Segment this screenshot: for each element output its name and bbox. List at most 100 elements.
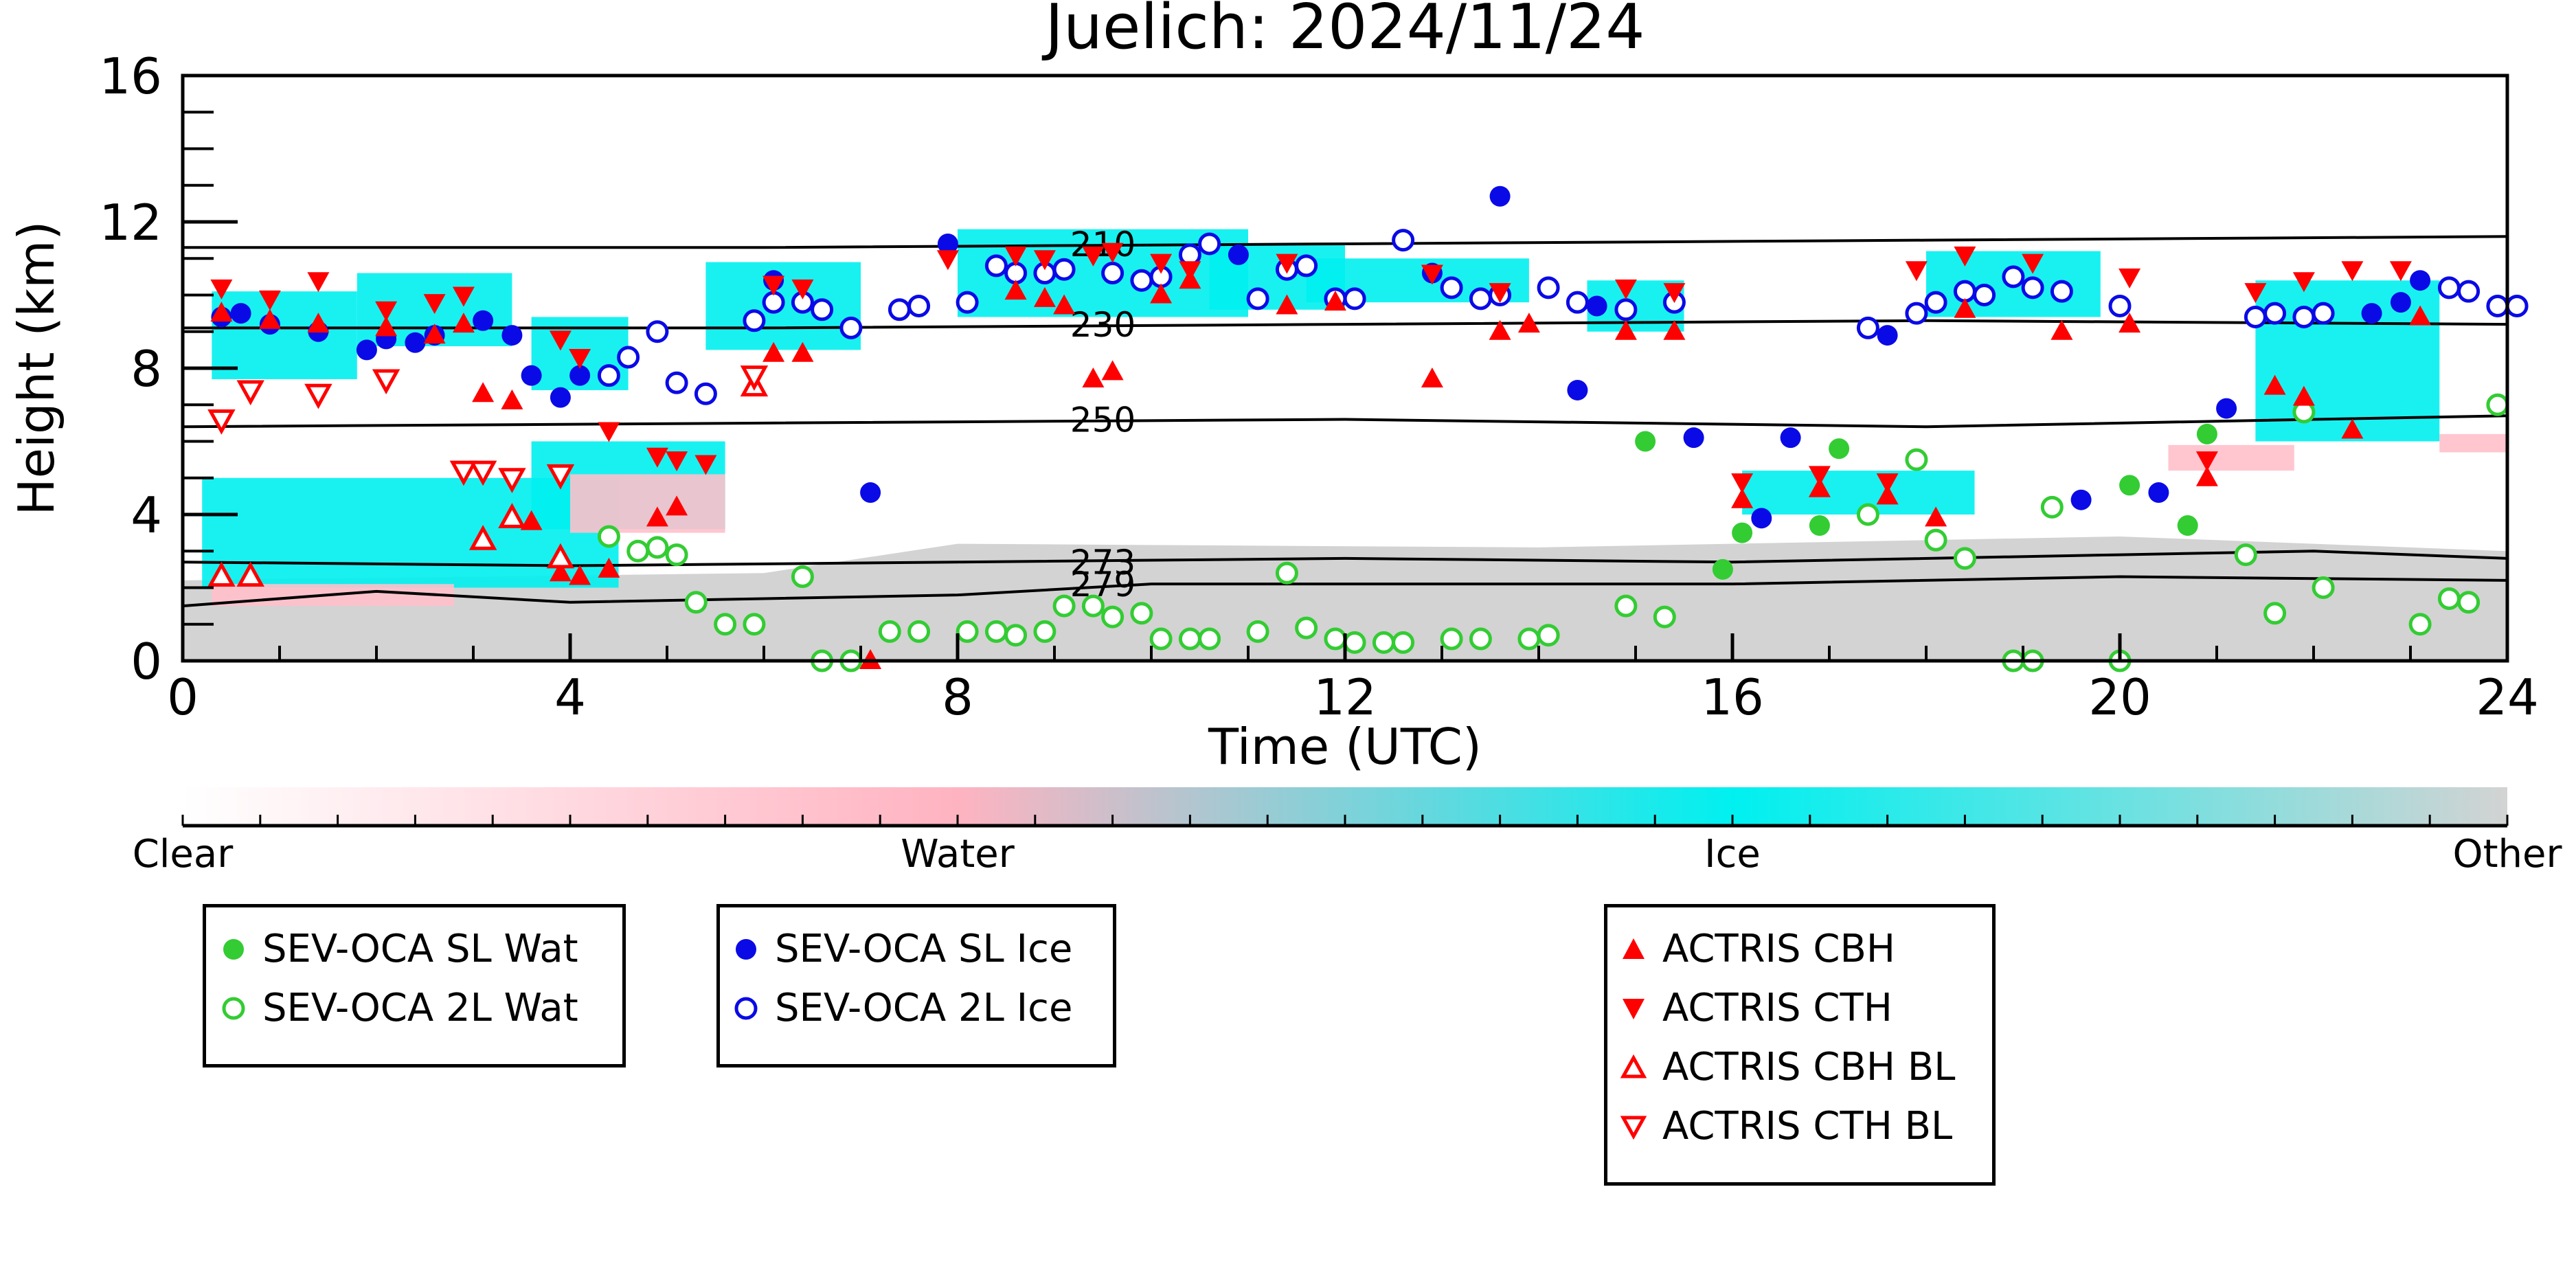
data-point <box>2119 268 2141 289</box>
filled-circle-icon <box>223 938 244 960</box>
data-point <box>2410 270 2431 291</box>
cloud-patch <box>212 291 357 379</box>
data-point <box>2437 587 2461 610</box>
data-point <box>791 565 814 589</box>
data-point <box>1033 250 1056 271</box>
data-point <box>2119 313 2141 333</box>
legend-label: ACTRIS CBH <box>1662 927 1896 971</box>
data-point <box>210 302 233 322</box>
data-point <box>2263 302 2287 325</box>
data-point <box>665 371 688 394</box>
data-point <box>2505 294 2529 317</box>
y-tick-label: 8 <box>131 340 162 398</box>
legend-item: SEV-OCA SL Wat <box>220 927 578 971</box>
data-point <box>2108 294 2132 317</box>
data-point <box>423 294 446 315</box>
data-point <box>375 316 398 337</box>
data-point <box>1712 558 1733 580</box>
legend-item: ACTRIS CBH BL <box>1620 1045 1955 1089</box>
x-tick-label: 0 <box>167 668 199 726</box>
data-point <box>2244 305 2267 328</box>
data-point <box>2050 280 2073 303</box>
data-point <box>598 557 620 578</box>
data-point <box>2457 591 2481 614</box>
axes: 0 4 8 12 16 20 24 0 4 8 12 16 <box>99 47 2538 726</box>
data-point <box>646 447 668 468</box>
data-point <box>2486 294 2509 317</box>
legend-item: ACTRIS CBH <box>1620 927 1895 971</box>
data-point <box>520 510 543 530</box>
data-point <box>1663 319 1686 340</box>
data-point <box>666 451 688 472</box>
data-point <box>1876 473 1899 494</box>
isotherm-label: 250 <box>1070 400 1136 440</box>
data-point <box>2195 466 2218 486</box>
data-point <box>1228 244 1249 265</box>
data-point <box>569 565 591 585</box>
data-point <box>1343 287 1366 310</box>
data-point <box>498 503 526 528</box>
data-point <box>1440 276 1463 300</box>
data-point <box>626 539 650 563</box>
legend-item: ACTRIS CTH <box>1620 986 1893 1030</box>
isotherm-line <box>182 550 2508 567</box>
data-point <box>468 460 497 486</box>
data-point <box>236 561 264 587</box>
y-tick-label: 12 <box>99 194 162 251</box>
y-axis-label: Height (km) <box>8 221 65 516</box>
data-point <box>1392 631 1415 654</box>
filled-circle-icon <box>736 938 756 960</box>
data-point <box>449 460 478 486</box>
legend-item: ACTRIS CTH BL <box>1620 1104 1952 1149</box>
y-tick-label: 4 <box>131 486 162 544</box>
series-actris-cth <box>210 242 2412 494</box>
isotherm-line <box>183 319 2508 330</box>
data-point <box>549 330 572 351</box>
data-point <box>1489 319 1511 340</box>
data-point <box>1053 294 1076 315</box>
data-point <box>646 536 669 559</box>
legend-item: SEV-OCA 2L Wat <box>220 986 578 1030</box>
data-point <box>2292 272 2315 293</box>
x-tick-label: 24 <box>2476 668 2539 726</box>
data-point <box>2196 423 2217 444</box>
series-sev-oca-2l-ice <box>597 229 2529 405</box>
data-point <box>2070 489 2092 510</box>
data-point <box>1905 448 1928 471</box>
data-point <box>2244 283 2267 304</box>
data-point <box>521 365 542 386</box>
data-point <box>1653 605 1676 629</box>
data-point <box>1537 624 1560 647</box>
data-point <box>984 254 1008 278</box>
cloud-patch <box>2168 444 2294 471</box>
data-point <box>1808 466 1831 486</box>
data-point <box>839 316 863 339</box>
data-point <box>762 341 785 362</box>
series-actris-cbh <box>210 269 2432 669</box>
data-point <box>1683 427 1704 449</box>
data-point <box>1856 316 1879 339</box>
data-point <box>937 233 958 254</box>
data-point <box>1614 594 1638 618</box>
data-point <box>452 286 475 307</box>
cloud-patch <box>2439 433 2507 453</box>
data-point <box>2341 418 2364 439</box>
data-point <box>2312 576 2335 599</box>
data-series <box>207 185 2529 673</box>
data-point <box>684 591 708 614</box>
data-point <box>665 543 688 567</box>
legend-label: SEV-OCA 2L Ice <box>775 986 1073 1030</box>
data-point <box>743 613 766 636</box>
y-tick-label: 0 <box>131 633 162 690</box>
data-point <box>1954 246 1976 267</box>
data-point <box>811 298 834 321</box>
data-point <box>1809 515 1830 536</box>
data-point <box>888 298 911 321</box>
data-point <box>1905 302 1928 325</box>
data-point <box>1101 242 1124 263</box>
legend-label: ACTRIS CBH BL <box>1662 1045 1956 1089</box>
data-point <box>1081 594 1105 618</box>
data-point <box>2292 385 2315 406</box>
isotherm-line <box>182 575 2508 608</box>
data-point <box>1808 477 1831 497</box>
